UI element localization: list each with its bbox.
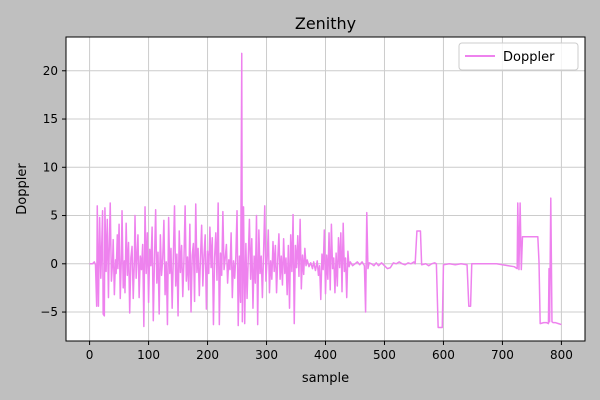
y-tick-label: 20 [43,64,58,78]
x-tick-label: 500 [373,348,396,362]
legend: Doppler [458,42,579,71]
y-axis-ticks: −5 0 5 10 15 20 [40,64,66,319]
legend-box [458,42,579,71]
series-line-doppler [89,52,562,329]
x-tick-label: 600 [432,348,455,362]
y-tick-label: 15 [43,112,58,126]
y-tick-label: 10 [43,160,58,174]
y-tick-label: −5 [40,305,58,319]
x-tick-label: 0 [86,348,94,362]
x-axis-label: sample [302,371,349,386]
x-axis-ticks: 0 100 200 300 400 500 600 700 800 [86,341,573,362]
y-tick-label: 5 [50,209,58,223]
chart-title: Zenithy [295,14,356,33]
x-tick-label: 400 [314,348,337,362]
y-tick-label: 0 [50,257,58,271]
x-tick-label: 300 [255,348,278,362]
series-group [89,52,562,329]
x-tick-label: 800 [550,348,573,362]
x-tick-label: 700 [491,348,514,362]
x-tick-label: 200 [196,348,219,362]
x-tick-label: 100 [137,348,160,362]
legend-label-doppler: Doppler [503,50,555,65]
y-axis-label: Doppler [15,163,30,215]
